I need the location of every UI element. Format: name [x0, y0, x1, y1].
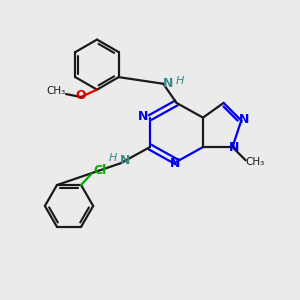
Text: CH₃: CH₃ [46, 86, 65, 96]
Text: H: H [175, 76, 184, 86]
Text: N: N [120, 154, 130, 167]
Text: H: H [109, 153, 117, 163]
Text: N: N [170, 157, 180, 170]
Text: N: N [229, 141, 240, 154]
Text: N: N [239, 112, 249, 126]
Text: N: N [138, 110, 149, 123]
Text: CH₃: CH₃ [245, 157, 264, 167]
Text: N: N [163, 77, 173, 90]
Text: O: O [76, 89, 86, 102]
Text: Cl: Cl [94, 164, 107, 177]
